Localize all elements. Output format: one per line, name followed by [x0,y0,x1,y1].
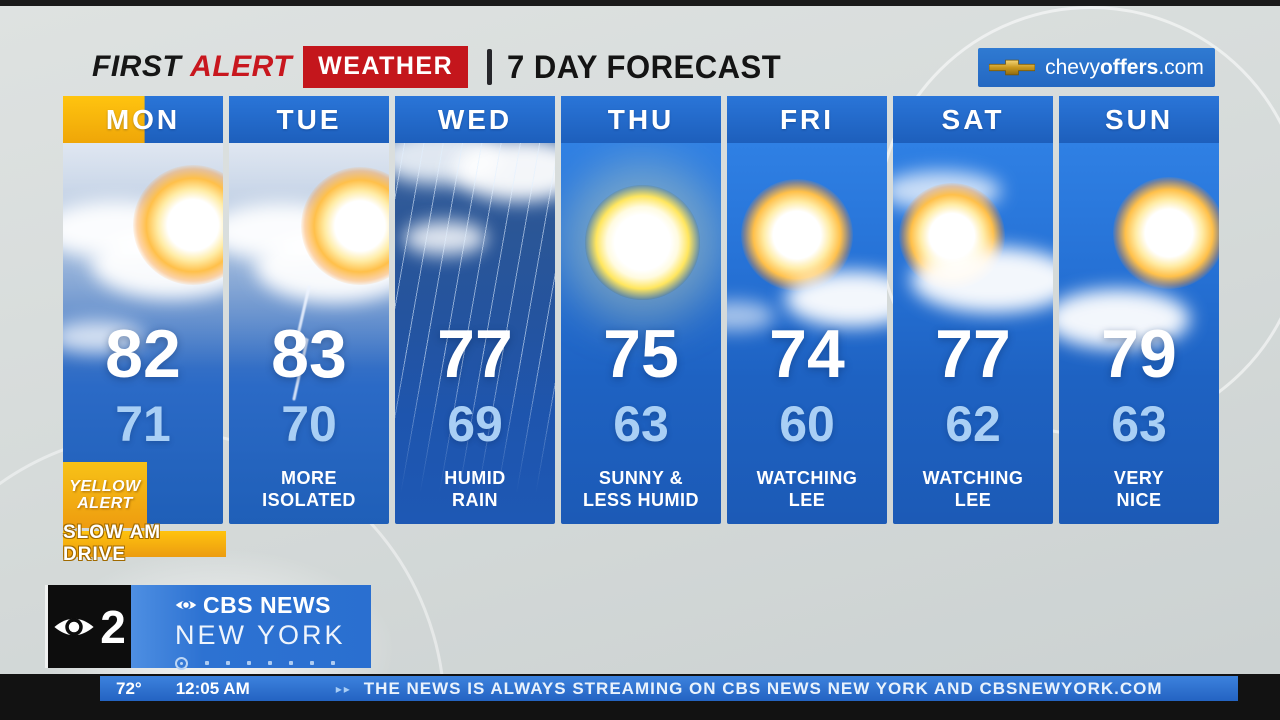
condition-text: WATCHING LEE [922,468,1024,510]
day-header-mon: MON [63,96,223,143]
condition-text: SUNNY & LESS HUMID [582,468,699,510]
chevrolet-bowtie-icon [989,59,1036,76]
brand-first: FIRST [92,50,182,83]
day-header-fri: FRI [727,96,887,143]
thunderstorm-icon: 83 70 MORE ISOLATED [229,143,389,524]
network-name: CBS NEWS [175,592,371,619]
high-temp: 82 [105,316,181,392]
cbs-eye-icon [175,600,197,610]
cbs2-channel-bug: 2 [48,585,131,668]
condition-text: WATCHING LEE [756,468,858,510]
low-temp: 60 [779,396,835,452]
day-label: SUN [1104,103,1174,135]
low-temp: 62 [945,396,1001,452]
top-letterbox-strip [0,0,1280,6]
network-card: CBS NEWS NEW YORK [131,585,371,670]
network-city: NEW YORK [175,619,346,650]
high-temp: 83 [271,316,347,392]
low-temp: 71 [115,396,171,452]
condition-text: VERY NICE [1113,468,1165,510]
page-title: 7 DAY FORECAST [507,48,782,85]
rain-icon: 77 69 HUMID RAIN [395,143,555,524]
cbs-eye-icon [54,617,94,636]
day-header-sat: SAT [893,96,1053,143]
day-label: MON [105,103,181,135]
news-ticker-text: THE NEWS IS ALWAYS STREAMING ON CBS NEWS… [363,678,1163,698]
day-label: WED [437,103,513,135]
high-temp: 77 [935,316,1011,392]
title-separator [487,49,493,85]
high-temp: 79 [1101,316,1177,392]
condition-text: HUMID RAIN [444,468,506,510]
sponsor-url: chevyoffers.com [1045,55,1204,79]
pagination-dots [175,656,371,670]
sun-clouds-icon: 74 60 WATCHING LEE [727,143,887,524]
day-label: FRI [779,103,835,135]
ticker-arrows-icon: ▸▸ [335,681,352,696]
day-header-wed: WED [395,96,555,143]
hazy-sun-clouds-icon: 82 71 [63,143,223,524]
day-label: SAT [941,103,1005,135]
day-column-sat: SAT 77 62 WATCHING LEE [893,96,1053,566]
high-temp: 77 [437,316,513,392]
day-label: THU [607,103,675,135]
high-temp: 75 [603,316,679,392]
high-temp: 74 [769,316,845,392]
alert-line: ALERT [77,495,133,512]
day-header-sun: SUN [1059,96,1219,143]
seven-day-forecast: MON 82 71 YELLOW ALERT SLOW AM DRIVE TUE [63,96,1219,566]
lower-third-bar: 72° 12:05 AM ▸▸ THE NEWS IS ALWAYS STREA… [0,674,1280,720]
day-column-mon: MON 82 71 YELLOW ALERT SLOW AM DRIVE [63,96,226,566]
day-label: TUE [276,103,342,135]
day-column-wed: WED 77 69 HUMID RAIN [395,96,555,566]
day-column-tue: TUE 83 70 MORE ISOLATED [229,96,389,566]
channel-number: 2 [100,600,126,653]
current-time: 12:05 AM [175,678,250,698]
sun-clouds-icon: 79 63 VERY NICE [1059,143,1219,524]
low-temp: 63 [613,396,669,452]
ticker-bar: 72° 12:05 AM ▸▸ THE NEWS IS ALWAYS STREA… [100,676,1238,701]
brand-weather-badge: WEATHER [303,46,469,88]
day-column-sun: SUN 79 63 VERY NICE [1059,96,1219,566]
current-temperature: 72° [116,678,142,698]
lightning-bolt-icon [292,285,311,401]
sun-behind-clouds-icon: 77 62 WATCHING LEE [893,143,1053,524]
day-header-tue: TUE [229,96,389,143]
sponsor-banner: chevyoffers.com [978,48,1215,87]
day-header-thu: THU [561,96,721,143]
day-column-thu: THU 75 63 SUNNY & LESS HUMID [561,96,721,566]
low-temp: 63 [1111,396,1167,452]
station-logo-block: 2 CBS NEWS NEW YORK [48,585,371,670]
alert-line: YELLOW [69,478,141,495]
low-temp: 69 [447,396,503,452]
title-bar: FIRST ALERT WEATHER 7 DAY FORECAST chevy… [92,46,1215,88]
low-temp: 70 [281,396,337,452]
day-column-fri: FRI 74 60 WATCHING LEE [727,96,887,566]
slow-am-drive-banner: SLOW AM DRIVE [63,522,226,565]
first-alert-weather-logo: FIRST ALERT WEATHER [92,46,469,88]
yellow-alert-badge: YELLOW ALERT [63,462,147,528]
rain-streaks [395,143,555,524]
condition-text: MORE ISOLATED [262,468,356,510]
sunny-icon: 75 63 SUNNY & LESS HUMID [561,143,721,524]
brand-alert: ALERT [190,50,293,83]
